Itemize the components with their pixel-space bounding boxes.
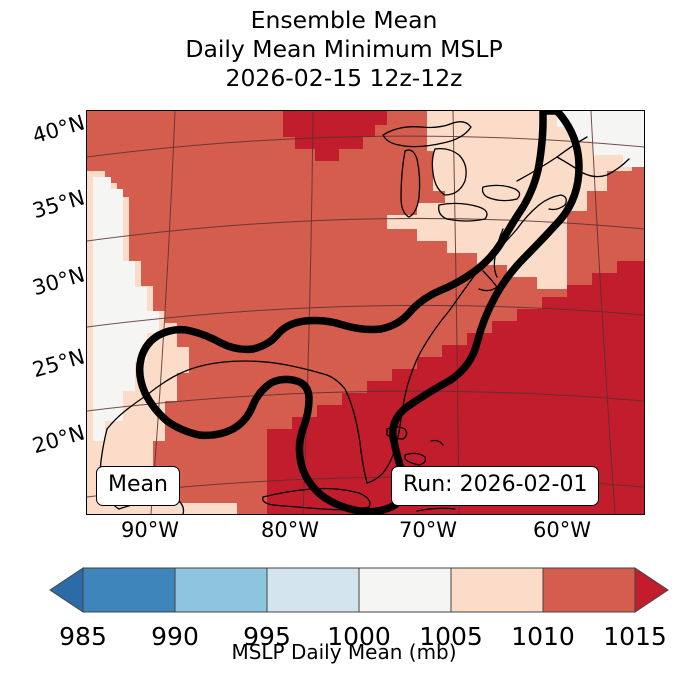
colorbar-band-1005-1010 — [450, 567, 544, 613]
map-canvas — [87, 111, 644, 514]
coast-lake-ontario — [481, 184, 521, 202]
colorbar-extend-under — [49, 567, 84, 613]
colorbar-tick-1015: 1015 — [603, 622, 667, 651]
coast-florida — [326, 374, 368, 484]
lon-tick-90W: 90°W — [121, 518, 179, 542]
colorbar[interactable]: 985 990 995 1000 1005 1010 1015 — [0, 560, 688, 674]
lon-tick-80W: 80°W — [261, 518, 319, 542]
coast-hispaniola — [416, 507, 456, 512]
fill-band-1000-1005-west-core — [93, 177, 159, 441]
lat-tick-40N: 40°N — [29, 110, 88, 149]
coast-texas — [106, 394, 148, 430]
annotation-mean-label: Mean — [96, 466, 180, 506]
colorbar-tick-985: 985 — [59, 622, 107, 651]
colorbar-axis-label: MSLP Daily Mean (mb) — [231, 640, 457, 664]
lon-tick-60W: 60°W — [533, 518, 591, 542]
coast-lake-erie — [438, 202, 488, 222]
coast-maine-novascotia — [556, 156, 630, 178]
colorbar-band-985-990 — [82, 567, 176, 613]
chart-title: Ensemble Mean Daily Mean Minimum MSLP 20… — [0, 6, 688, 93]
lat-tick-25N: 25°N — [29, 344, 88, 383]
annotation-run-label: Run: 2026-02-01 — [391, 466, 600, 506]
colorbar-canvas — [49, 567, 669, 613]
map-plot-area[interactable] — [86, 110, 645, 515]
title-line-2: Daily Mean Minimum MSLP — [185, 35, 503, 63]
colorbar-band-995-1000 — [266, 567, 360, 613]
colorbar-tick-1000: 1000 — [327, 622, 391, 651]
fill-band-over-1015-north — [283, 111, 387, 161]
colorbar-band-1010-1015 — [542, 567, 636, 613]
coast-bahamas-3 — [430, 439, 444, 446]
lat-tick-30N: 30°N — [29, 262, 88, 301]
lat-tick-35N: 35°N — [29, 185, 88, 224]
coast-lake-michigan — [400, 149, 421, 218]
coast-cape-cod — [538, 194, 567, 211]
coast-gulf — [146, 360, 328, 396]
colorbar-tick-995: 995 — [243, 622, 291, 651]
fill-band-1000-1005-northeast — [557, 111, 644, 167]
coast-bahamas-2 — [404, 452, 427, 466]
colorbar-tick-1010: 1010 — [511, 622, 575, 651]
lon-tick-70W: 70°W — [399, 518, 457, 542]
fill-band-1005-1010-carolinas — [387, 203, 567, 289]
coast-lake-huron — [431, 147, 467, 196]
colorbar-extend-over — [634, 567, 669, 613]
colorbar-band-990-995 — [174, 567, 268, 613]
title-line-1: Ensemble Mean — [250, 6, 438, 34]
title-line-3: 2026-02-15 12z-12z — [225, 64, 463, 92]
mslp-mean-contour — [135, 111, 583, 514]
coast-lake-superior — [382, 121, 472, 148]
colorbar-tick-1005: 1005 — [419, 622, 483, 651]
colorbar-band-1000-1005 — [358, 567, 452, 613]
lat-tick-20N: 20°N — [29, 420, 88, 459]
colorbar-tick-990: 990 — [151, 622, 199, 651]
